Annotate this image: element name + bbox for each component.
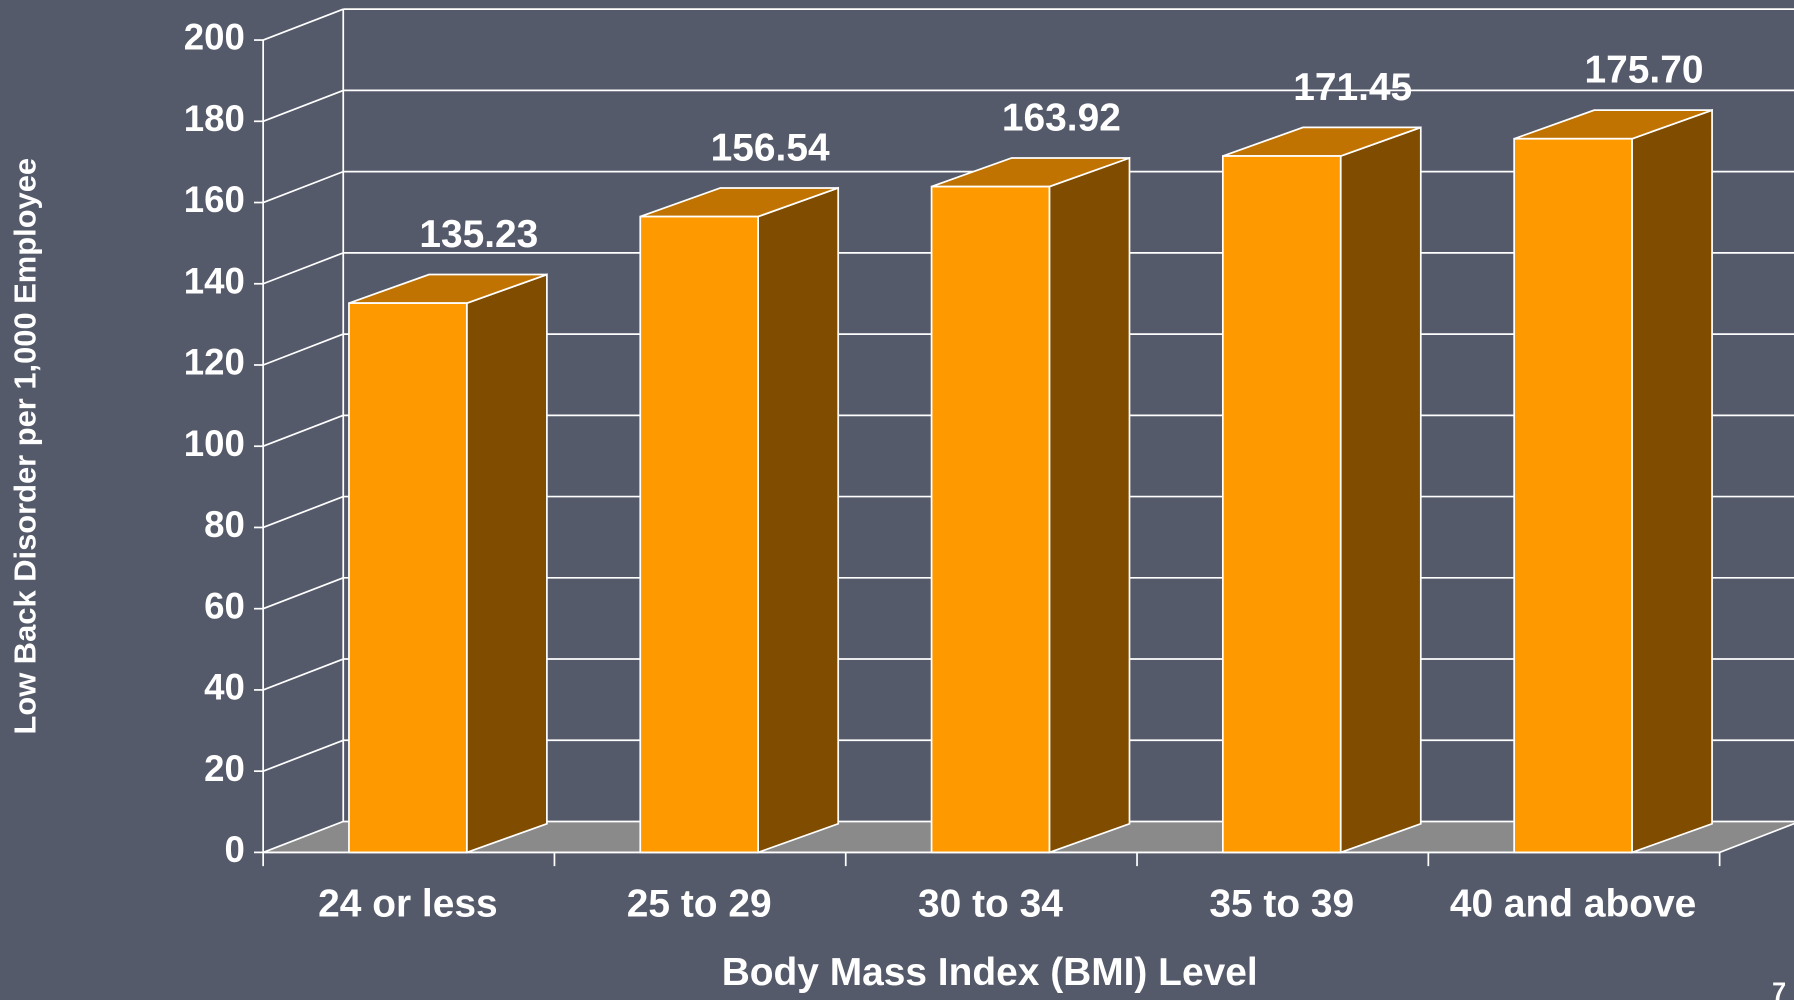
bar [1221, 155, 1342, 854]
bar [639, 215, 759, 854]
grid-line-side [262, 658, 344, 691]
y-tick-label: 200 [184, 17, 245, 58]
y-tick-label: 0 [224, 829, 244, 870]
x-tick-label: 30 to 34 [918, 882, 1063, 925]
grid-line-side [262, 739, 344, 772]
y-tick-label: 60 [204, 585, 245, 626]
grid-line-side [262, 495, 344, 529]
x-tick-label: 25 to 29 [627, 882, 772, 925]
bar [1513, 137, 1633, 854]
grid-line-side [262, 414, 344, 448]
bar-side [465, 273, 548, 854]
grid-line-side [262, 170, 344, 204]
value-label: 175.70 [1585, 49, 1704, 92]
grid-line-side [262, 8, 344, 41]
bar [930, 185, 1051, 854]
x-axis-title: Body Mass Index (BMI) Level [722, 951, 1258, 994]
y-tick-label: 40 [204, 667, 245, 708]
bar [348, 302, 468, 854]
y-tick-label: 120 [184, 342, 245, 383]
y-tick-label: 180 [184, 98, 245, 139]
y-tick-label: 20 [204, 748, 245, 789]
y-tick-label: 100 [184, 423, 245, 464]
x-tick-label: 24 or less [318, 882, 497, 925]
y-axis-title: Low Back Disorder per 1,000 Employee [8, 158, 43, 735]
value-label: 163.92 [1002, 97, 1121, 140]
x-tick-label: 35 to 39 [1209, 882, 1354, 925]
grid-line-side [262, 89, 344, 123]
value-label: 156.54 [711, 127, 830, 170]
grid-line-side [262, 252, 344, 285]
bar-side [1339, 126, 1422, 854]
y-tick-label: 160 [184, 179, 245, 220]
value-label: 135.23 [419, 213, 538, 256]
x-tick-label: 40 and above [1450, 882, 1696, 925]
page-number: 7 [1772, 978, 1786, 1000]
grid-line-side [262, 577, 344, 610]
bar-side [757, 186, 840, 854]
y-tick-label: 140 [184, 260, 245, 301]
grid-line-side [262, 333, 344, 366]
bar-side [1631, 108, 1713, 854]
bar-side [1048, 156, 1131, 854]
value-label: 171.45 [1293, 66, 1412, 109]
y-tick-label: 80 [204, 504, 245, 545]
